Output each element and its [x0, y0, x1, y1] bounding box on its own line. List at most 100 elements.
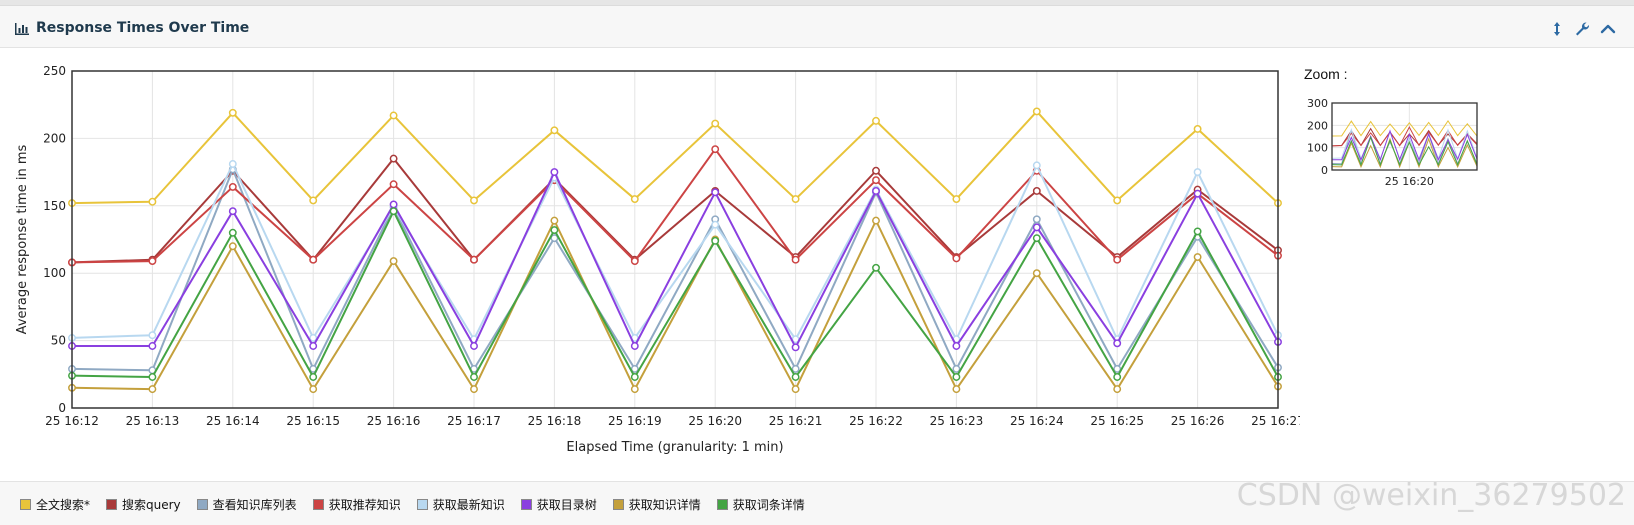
data-point[interactable]: [872, 187, 880, 195]
data-point[interactable]: [952, 254, 961, 263]
data-point[interactable]: [1113, 339, 1122, 348]
data-point[interactable]: [228, 207, 237, 216]
data-point[interactable]: [389, 180, 398, 189]
data-point[interactable]: [952, 385, 961, 394]
data-point[interactable]: [630, 373, 639, 381]
data-point[interactable]: [1193, 227, 1202, 236]
data-point[interactable]: [550, 216, 559, 225]
data-point[interactable]: [228, 242, 237, 251]
data-point[interactable]: [228, 228, 237, 237]
chevron-up-icon[interactable]: [1598, 19, 1618, 39]
data-point[interactable]: [148, 197, 157, 206]
data-point[interactable]: [1193, 168, 1202, 177]
data-point[interactable]: [1193, 189, 1202, 198]
data-point[interactable]: [791, 364, 800, 373]
zoom-overview-chart[interactable]: 0 100 200 300 25 16:20: [1290, 95, 1490, 195]
data-point[interactable]: [872, 116, 880, 125]
data-point[interactable]: [389, 200, 398, 209]
data-point[interactable]: [470, 385, 478, 394]
data-point[interactable]: [1113, 364, 1122, 373]
resize-vertical-icon[interactable]: [1547, 19, 1567, 39]
data-point[interactable]: [1032, 223, 1041, 232]
data-point[interactable]: [470, 342, 478, 350]
data-point[interactable]: [470, 255, 478, 264]
data-point[interactable]: [228, 108, 237, 117]
data-point[interactable]: [148, 257, 157, 266]
wrench-icon[interactable]: [1572, 19, 1592, 39]
data-point[interactable]: [1032, 107, 1041, 116]
y-tick-label: 250: [43, 64, 66, 78]
x-tick-label: 25 16:16: [367, 414, 421, 428]
legend-item[interactable]: 搜索query: [106, 496, 181, 513]
data-point[interactable]: [952, 364, 961, 373]
data-point[interactable]: [711, 188, 720, 197]
data-point[interactable]: [711, 119, 720, 128]
data-point[interactable]: [309, 373, 318, 381]
data-point[interactable]: [872, 263, 880, 272]
data-point[interactable]: [309, 333, 318, 342]
legend-item[interactable]: 获取词条详情: [716, 496, 805, 513]
data-point[interactable]: [1032, 161, 1041, 170]
data-point[interactable]: [309, 255, 318, 264]
data-point[interactable]: [952, 342, 961, 350]
data-point[interactable]: [148, 385, 157, 394]
data-point[interactable]: [309, 342, 318, 350]
data-point[interactable]: [1032, 269, 1041, 278]
legend-swatch: [612, 499, 624, 510]
data-point[interactable]: [389, 257, 398, 266]
legend-swatch: [416, 499, 428, 510]
data-point[interactable]: [309, 385, 318, 394]
data-point[interactable]: [550, 234, 559, 243]
data-point[interactable]: [711, 236, 720, 245]
legend-item[interactable]: 获取最新知识: [416, 496, 505, 513]
data-point[interactable]: [630, 364, 639, 373]
legend-item[interactable]: 查看知识库列表: [196, 496, 297, 513]
data-point[interactable]: [1032, 187, 1041, 195]
data-point[interactable]: [1113, 255, 1122, 264]
data-point[interactable]: [148, 342, 157, 350]
data-point[interactable]: [1032, 234, 1041, 243]
data-point[interactable]: [711, 145, 720, 154]
data-point[interactable]: [309, 196, 318, 205]
data-point[interactable]: [228, 182, 237, 191]
data-point[interactable]: [630, 342, 639, 350]
data-point[interactable]: [952, 195, 961, 204]
data-point[interactable]: [791, 385, 800, 394]
zoom-y-tick-label: 100: [1307, 142, 1328, 155]
data-point[interactable]: [228, 160, 237, 168]
data-point[interactable]: [389, 154, 398, 163]
legend-item[interactable]: 全文搜索*: [20, 496, 90, 513]
data-point[interactable]: [470, 373, 478, 381]
data-point[interactable]: [1113, 373, 1122, 381]
data-point[interactable]: [1032, 215, 1041, 224]
data-point[interactable]: [872, 176, 880, 185]
data-point[interactable]: [389, 111, 398, 120]
data-point[interactable]: [1193, 125, 1202, 133]
data-point[interactable]: [389, 207, 398, 216]
data-point[interactable]: [1113, 385, 1122, 394]
data-point[interactable]: [711, 220, 720, 229]
x-tick-label: 25 16:24: [1010, 414, 1064, 428]
data-point[interactable]: [550, 126, 559, 135]
legend-swatch: [716, 499, 728, 510]
data-point[interactable]: [550, 226, 559, 235]
data-point[interactable]: [872, 216, 880, 225]
legend-item[interactable]: 获取知识详情: [612, 496, 701, 513]
data-point[interactable]: [630, 195, 639, 204]
data-point[interactable]: [791, 343, 800, 352]
legend-item[interactable]: 获取推荐知识: [312, 496, 401, 513]
data-point[interactable]: [791, 195, 800, 204]
data-point[interactable]: [1193, 253, 1202, 261]
data-point[interactable]: [1113, 196, 1122, 205]
data-point[interactable]: [630, 385, 639, 394]
data-point[interactable]: [791, 373, 800, 381]
data-point[interactable]: [148, 373, 157, 381]
data-point[interactable]: [791, 255, 800, 264]
data-point[interactable]: [952, 373, 961, 381]
data-point[interactable]: [550, 168, 559, 177]
data-point[interactable]: [872, 166, 880, 175]
legend-item[interactable]: 获取目录树: [520, 496, 597, 513]
data-point[interactable]: [148, 331, 157, 340]
data-point[interactable]: [470, 196, 478, 205]
data-point[interactable]: [630, 257, 639, 266]
